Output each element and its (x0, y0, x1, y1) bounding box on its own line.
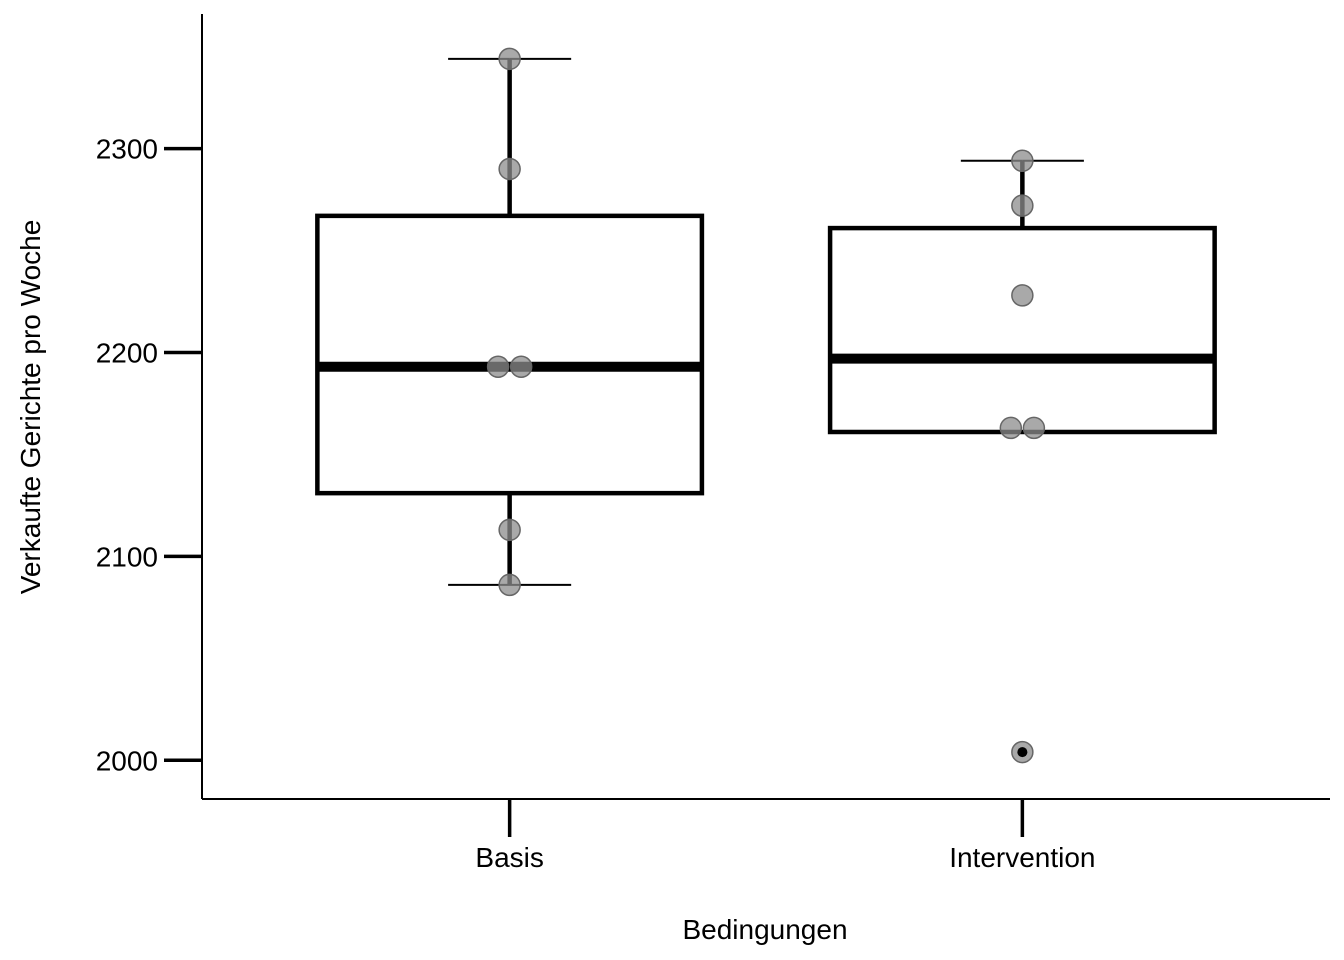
plot-area (315, 47, 1217, 764)
data-point (498, 157, 521, 181)
data-point (498, 47, 521, 71)
y-tick-label: 2000 (96, 745, 158, 776)
y-tick-label: 2100 (96, 541, 158, 572)
data-point (486, 355, 510, 378)
data-point (999, 416, 1023, 440)
y-tick-label: 2200 (96, 337, 158, 368)
data-point (498, 573, 521, 597)
box-group-intervention (827, 149, 1217, 764)
x-tick-label: Basis (475, 842, 543, 873)
axes: 2000 2100 2200 2300 Basis Intervention (96, 14, 1330, 873)
y-axis-title: Verkaufte Gerichte pro Woche (15, 220, 46, 595)
data-point (1011, 194, 1034, 217)
x-axis-title: Bedingungen (682, 914, 847, 945)
x-tick-label: Intervention (949, 842, 1095, 873)
data-point (1011, 149, 1034, 173)
data-point (1022, 416, 1046, 440)
iqr-box (315, 213, 705, 496)
data-point (509, 355, 533, 378)
iqr-box (827, 225, 1217, 435)
box-group-basis (315, 47, 705, 597)
data-point (498, 518, 521, 542)
outlier-center (1017, 747, 1028, 758)
data-point (1011, 284, 1034, 307)
y-tick-label: 2300 (96, 134, 158, 165)
